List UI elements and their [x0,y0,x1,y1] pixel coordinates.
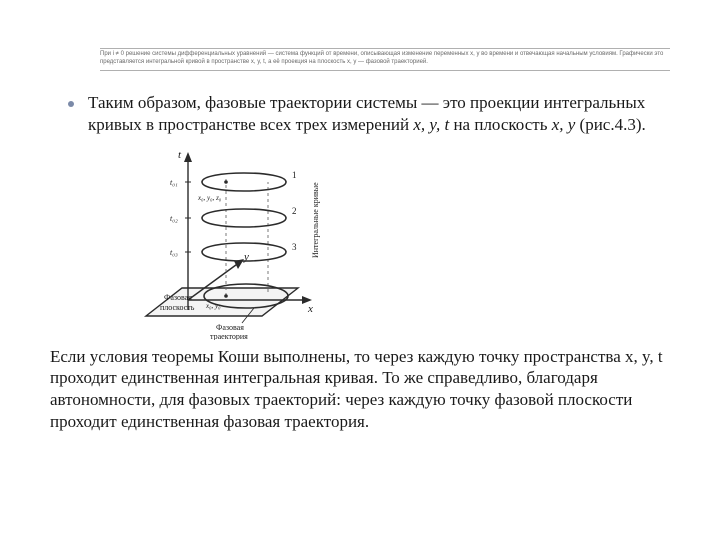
phase-plane-label-2: плоскость [160,303,195,312]
base-coord-label: x₀, y₀ [205,302,221,310]
figure-wrap: t x y t₀₁ t₀₂ t₀₃ x₀, y₀, z₀ x₀, y₀ 1 2 … [106,140,670,340]
bullet-vars2: x, y [552,115,576,134]
title-text: При і ≠ 0 решение системы дифференциальн… [100,51,663,65]
t-tick-3: t₀₃ [170,248,178,257]
bullet-text: Таким образом, фазовые траектории систем… [88,92,670,136]
slide: При і ≠ 0 решение системы дифференциальн… [0,0,720,540]
t-tick-1: t₀₁ [170,178,178,187]
paragraph-2: Если условия теоремы Коши выполнены, то … [50,346,670,433]
block2-pre: Если условия теоремы Коши выполнены, то … [50,347,625,366]
curve-num-1: 1 [292,170,297,180]
curve-1 [202,173,286,191]
point-base [224,294,228,298]
body-area: Таким образом, фазовые траектории систем… [50,92,670,433]
figure-svg: t x y t₀₁ t₀₂ t₀₃ x₀, y₀, z₀ x₀, y₀ 1 2 … [106,140,366,340]
bullet-post: (рис.4.3). [575,115,645,134]
coord-label: x₀, y₀, z₀ [197,194,222,202]
t-tick-2: t₀₂ [170,214,178,223]
point-top [224,180,228,184]
axis-y-label: y [243,251,249,263]
title-placeholder: При і ≠ 0 решение системы дифференциальн… [100,48,670,71]
curve-2 [202,209,286,227]
phase-traj-label-1: Фазовая [216,323,244,332]
bullet-mid: на плоскость [449,115,552,134]
integral-curves [202,173,286,261]
block2-vars: x, y, t [625,347,663,366]
axis-t-arrow-icon [184,152,192,162]
block2-post: проходит единственная интегральная крива… [50,368,632,431]
axis-t-label: t [178,149,182,161]
axis-x-label: x [307,303,313,315]
curve-num-2: 2 [292,206,297,216]
bullet-dot-icon [68,101,74,107]
integral-curves-label: Интегральные кривые [311,181,320,257]
bullet-item: Таким образом, фазовые траектории систем… [50,92,670,136]
curve-num-3: 3 [292,242,297,252]
phase-traj-label-2: траектория [210,332,248,340]
phase-plane-label-1: Фазовая [164,293,192,302]
bullet-vars1: x, y, t [413,115,449,134]
